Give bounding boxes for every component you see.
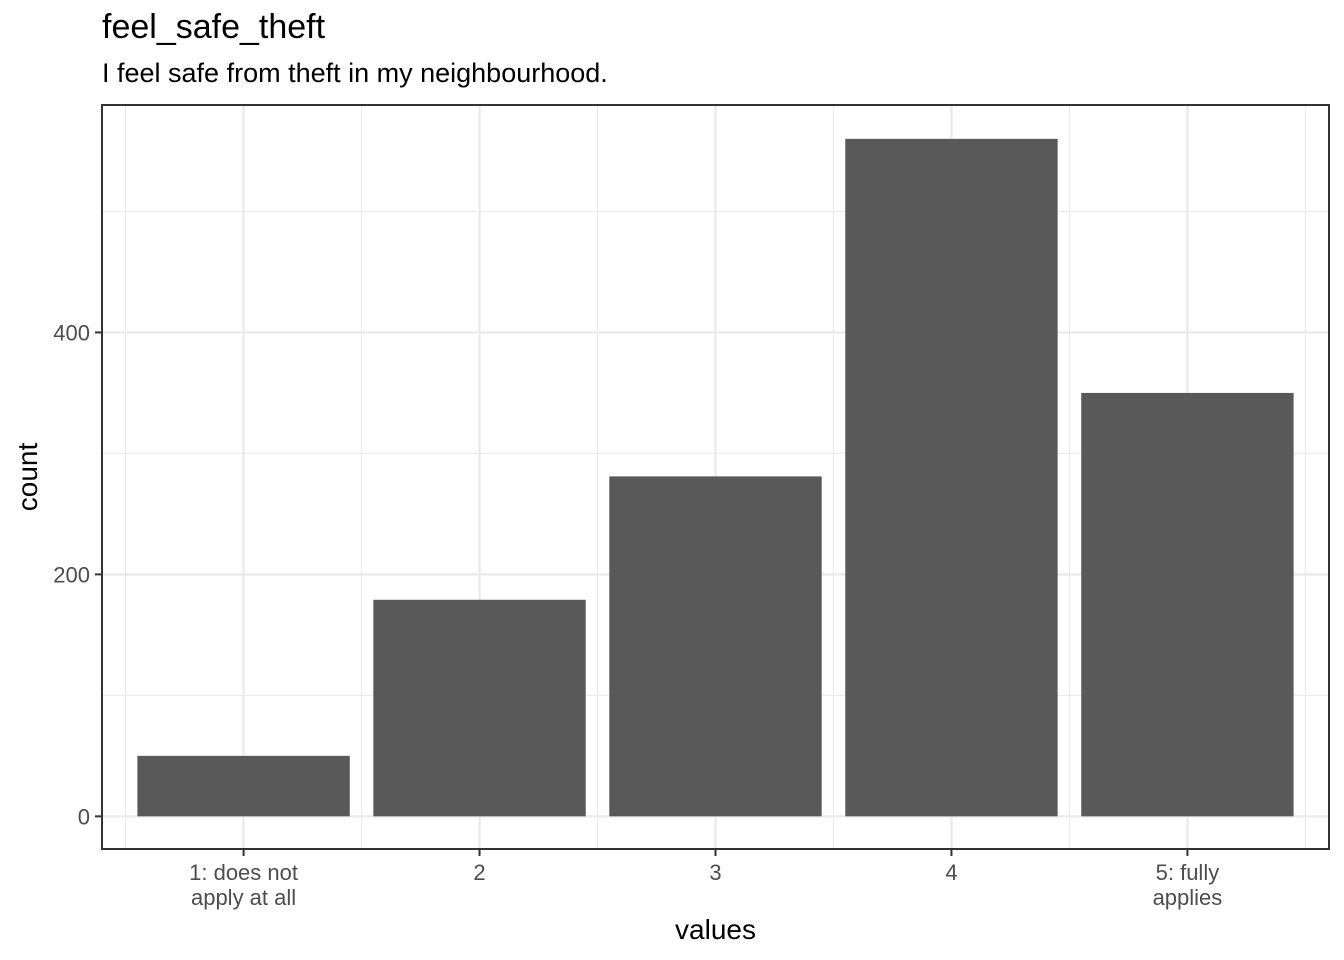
y-tick-label: 0 (78, 804, 90, 829)
bar (1081, 392, 1294, 817)
y-tick-label: 400 (53, 320, 90, 345)
y-tick-label: 200 (53, 562, 90, 587)
bar (137, 755, 350, 817)
x-tick-label: 1: does not apply at all (189, 860, 298, 910)
x-axis-title: values (675, 914, 756, 945)
chart-subtitle: I feel safe from theft in my neighbourho… (102, 58, 608, 88)
bar (373, 599, 586, 817)
x-tick-label: 2 (473, 860, 485, 885)
bar (609, 476, 822, 817)
y-axis-title: count (12, 443, 43, 512)
chart-title: feel_safe_theft (102, 8, 326, 46)
x-tick-label: 4 (945, 860, 957, 885)
x-tick-label: 3 (709, 860, 721, 885)
bar (845, 138, 1058, 817)
bars (137, 138, 1294, 817)
axis-ticks: 0 200 400 1: does not apply at all 2 3 4 5: full… (53, 320, 1222, 910)
x-tick-label: 5: fully applies (1153, 860, 1223, 910)
